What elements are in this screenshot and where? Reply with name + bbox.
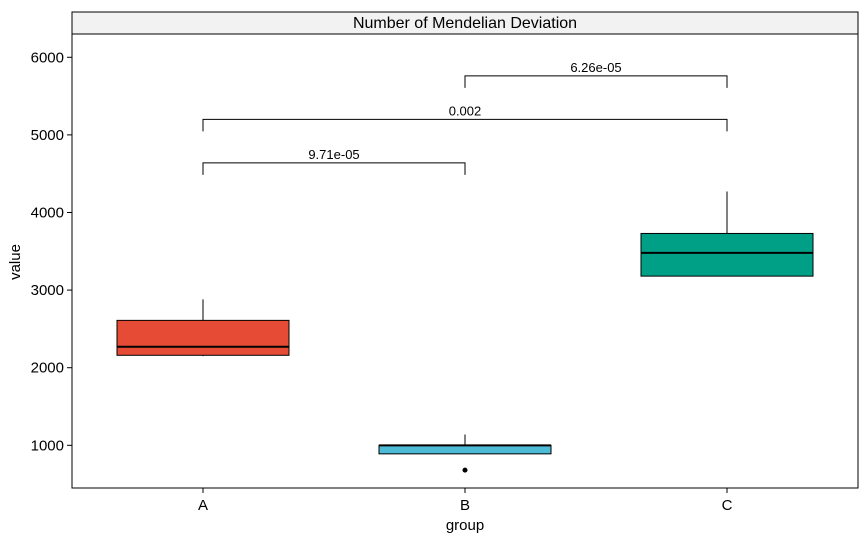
y-tick-label: 4000	[31, 204, 64, 221]
box-group-c	[640, 191, 814, 277]
p-value-label: 0.002	[449, 103, 482, 118]
y-axis-title: value	[7, 244, 24, 280]
box-iqr	[640, 232, 814, 277]
y-tick-label: 3000	[31, 282, 64, 299]
comparison-brackets: 9.71e-05 0.002 6.26e-05	[202, 60, 728, 175]
y-axis: 1000 2000 3000 4000 5000 6000	[31, 49, 72, 454]
x-tick-label-a: A	[198, 497, 208, 514]
p-value-label: 6.26e-05	[570, 60, 621, 75]
chart-title: Number of Mendelian Deviation	[353, 15, 577, 32]
bracket-line	[464, 75, 728, 88]
bracket-line	[202, 118, 728, 132]
x-tick-label-b: B	[460, 497, 470, 514]
x-tick-label-c: C	[722, 497, 733, 514]
p-value-label: 9.71e-05	[308, 147, 359, 162]
comparison-a-c: 0.002	[202, 103, 728, 132]
box-iqr	[116, 319, 290, 356]
x-axis: A B C	[198, 488, 733, 514]
bracket-line	[202, 162, 466, 175]
box-iqr	[378, 444, 552, 455]
comparison-a-b: 9.71e-05	[202, 147, 466, 175]
x-axis-title: group	[446, 517, 484, 534]
box-group-b	[378, 434, 552, 473]
y-tick-label: 6000	[31, 49, 64, 66]
y-tick-label: 2000	[31, 360, 64, 377]
y-tick-label: 5000	[31, 127, 64, 144]
y-tick-label: 1000	[31, 437, 64, 454]
boxes	[116, 191, 814, 473]
box-group-a	[116, 299, 290, 357]
outlier-point	[462, 467, 468, 473]
comparison-b-c: 6.26e-05	[464, 60, 728, 88]
